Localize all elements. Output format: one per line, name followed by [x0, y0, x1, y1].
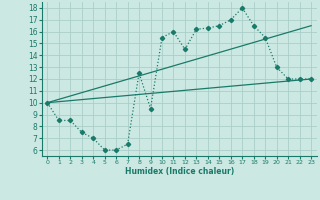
X-axis label: Humidex (Indice chaleur): Humidex (Indice chaleur): [124, 167, 234, 176]
